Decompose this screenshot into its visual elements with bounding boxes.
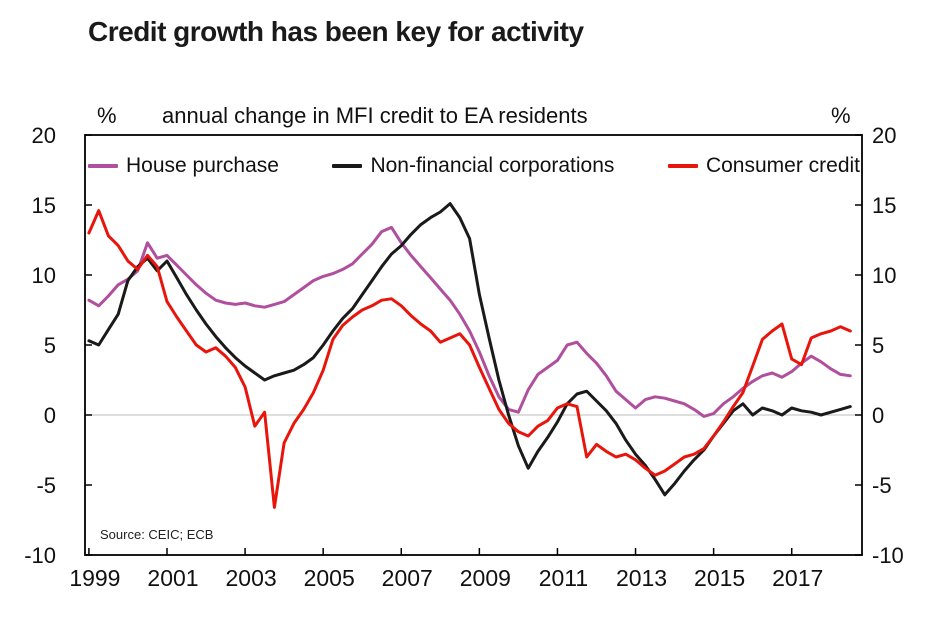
plot-border — [84, 134, 863, 556]
y-axis-unit-left: % — [97, 103, 117, 128]
x-axis-label: 2013 — [616, 565, 667, 591]
legend-swatch-house-purchase — [88, 164, 118, 168]
y-axis-label-left: -10 — [24, 543, 56, 568]
legend-swatch-non-financial-corporations — [332, 164, 363, 168]
x-axis-label: 2011 — [539, 565, 588, 591]
x-axis-label: 2009 — [460, 565, 511, 591]
y-axis-label-left: 10 — [32, 263, 56, 288]
legend-label-non-financial-corporations: Non-financial corporations — [370, 154, 615, 177]
line-series-consumer-credit — [87, 209, 852, 509]
legend-label-consumer-credit: Consumer credit — [705, 154, 860, 177]
y-axis-label-right: -10 — [872, 543, 904, 568]
y-axis-label-left: 15 — [32, 193, 56, 218]
legend-swatch-consumer-credit — [667, 164, 698, 168]
x-axis-label: 1999 — [69, 565, 120, 591]
y-axis-label-left: -5 — [36, 473, 56, 498]
chart-title: Credit growth has been key for activity — [88, 16, 584, 47]
x-axis-label: 2001 — [147, 565, 198, 591]
chart-legend: House purchase Non-financial corporation… — [88, 154, 860, 178]
chart-subtitle: annual change in MFI credit to EA reside… — [162, 103, 588, 128]
y-axis-label-right: 0 — [872, 403, 884, 428]
y-axis-label-left: 20 — [32, 123, 56, 148]
line-series-house-purchase — [87, 225, 852, 418]
legend-item-house-purchase: House purchase — [88, 154, 279, 178]
legend-item-consumer-credit: Consumer credit — [667, 154, 860, 178]
y-axis-unit-right: % — [831, 103, 851, 128]
source-note: Source: CEIC; ECB — [100, 527, 214, 542]
x-axis-label: 2015 — [694, 565, 745, 591]
x-axis-label: 2003 — [225, 565, 276, 591]
legend-label-house-purchase: House purchase — [126, 154, 279, 177]
y-axis-label-left: 5 — [44, 333, 56, 358]
y-axis-label-right: 5 — [872, 333, 884, 358]
legend-item-non-financial-corporations: Non-financial corporations — [332, 154, 614, 178]
x-axis-label: 2007 — [382, 565, 433, 591]
y-axis-label-right: 15 — [872, 193, 896, 218]
y-axis-label-right: 10 — [872, 263, 896, 288]
y-axis-label-right: -5 — [872, 473, 892, 498]
x-axis-label: 2005 — [304, 565, 355, 591]
y-axis-label-left: 0 — [44, 403, 56, 428]
y-axis-label-right: 20 — [872, 123, 896, 148]
x-axis-label: 2017 — [772, 565, 823, 591]
